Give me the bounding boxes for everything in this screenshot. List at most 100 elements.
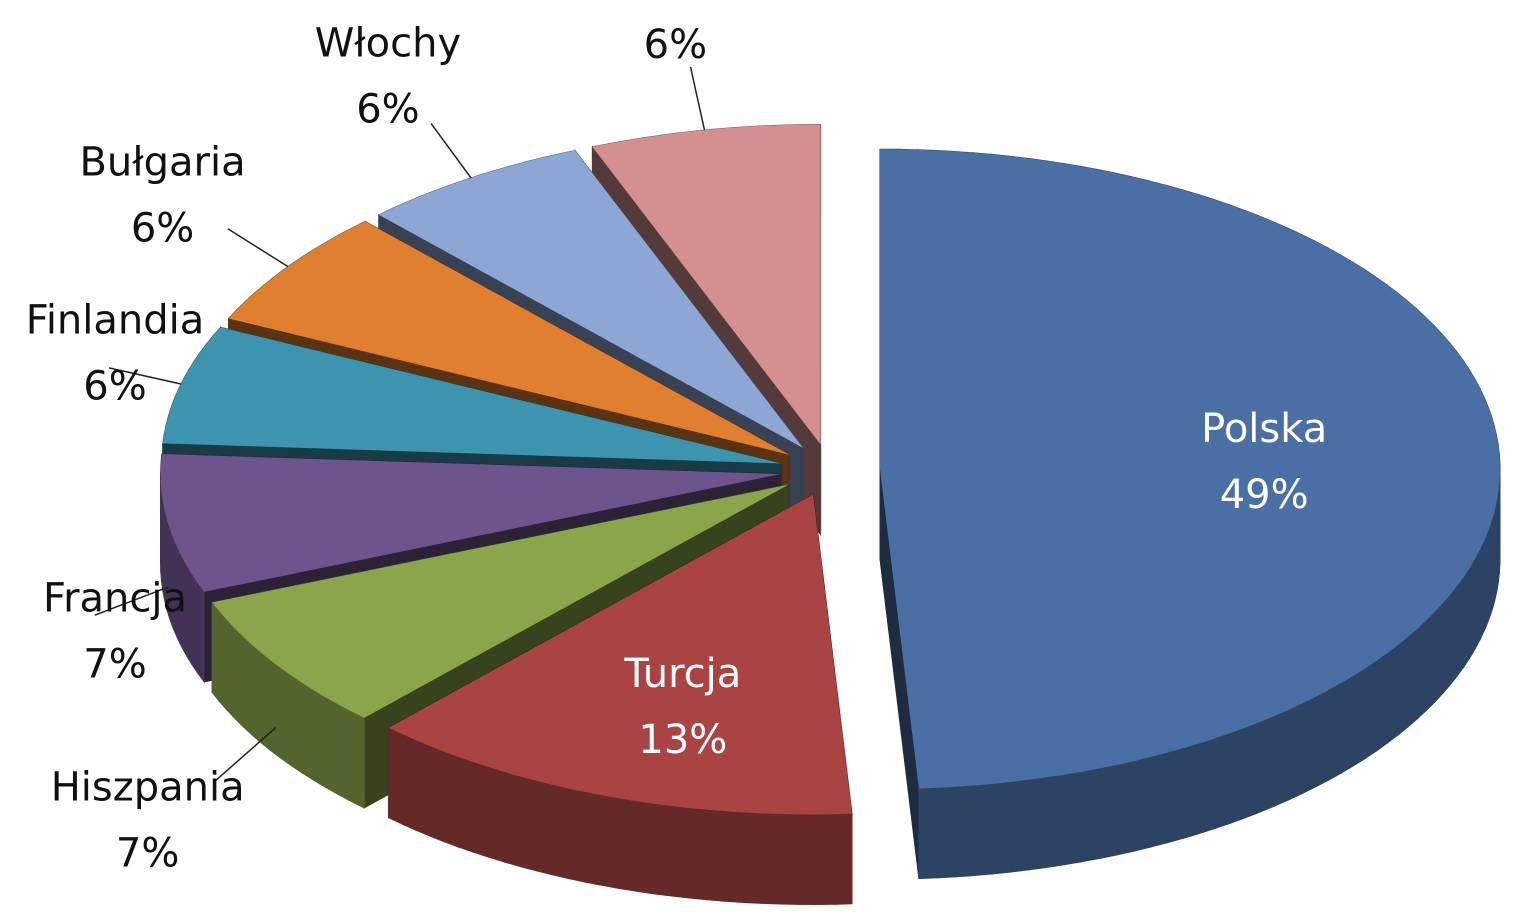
data-label-name: Turcja <box>623 651 741 697</box>
slice-side <box>388 726 403 825</box>
slice-side <box>302 682 315 782</box>
slice-side <box>1407 627 1418 728</box>
slice-side <box>761 812 781 905</box>
slice-side <box>1182 742 1200 839</box>
leader-line <box>689 66 706 131</box>
slice-side <box>779 813 799 905</box>
slice-side <box>443 750 460 848</box>
slice-side <box>270 659 282 760</box>
slice-side <box>1341 674 1355 774</box>
slice-side <box>242 635 253 736</box>
slice-side <box>815 813 835 906</box>
slice-side <box>1353 667 1367 767</box>
slice-side <box>458 756 475 854</box>
slice-side <box>1214 732 1231 830</box>
slice-side <box>473 761 490 858</box>
slice-top <box>388 494 852 815</box>
slice-side <box>291 674 304 775</box>
slice-side <box>1274 708 1290 807</box>
slice-side <box>955 784 975 878</box>
slice-top <box>162 327 782 464</box>
slice-side <box>797 813 817 906</box>
slice-top <box>212 484 789 718</box>
data-label-name: Francja <box>43 576 187 622</box>
slice-side <box>585 791 604 887</box>
slice-side <box>1387 643 1399 744</box>
slice-side <box>191 572 199 675</box>
slice-side <box>1149 752 1168 848</box>
data-label-value: 6% <box>131 206 194 252</box>
data-label-name: Hiszpania <box>51 764 245 810</box>
slice-side <box>552 784 570 880</box>
slice-side <box>1198 737 1216 835</box>
leader-line <box>94 586 169 616</box>
slice-side <box>338 703 352 803</box>
slice-side <box>325 696 339 796</box>
slice-side <box>1365 659 1378 760</box>
slice-side <box>429 745 445 843</box>
slice-side <box>280 667 293 767</box>
slice-side <box>504 771 521 868</box>
slice-top <box>160 454 781 592</box>
slice-side <box>1288 702 1304 801</box>
data-label-value: 6% <box>356 86 419 132</box>
data-label-name: Polska <box>1201 406 1327 452</box>
slice-side <box>689 807 709 901</box>
data-label-value: 7% <box>83 642 146 688</box>
slice-side <box>743 811 763 904</box>
slice-side <box>1484 530 1489 630</box>
leader-line <box>227 228 289 268</box>
slice-side <box>218 609 228 711</box>
data-label-value: 49% <box>1220 472 1309 518</box>
slice-side <box>1230 726 1247 824</box>
slice-side <box>1426 610 1436 712</box>
slice-side <box>1479 539 1486 640</box>
slice-top <box>228 221 790 455</box>
slice <box>879 148 1501 880</box>
slice-side <box>568 788 587 883</box>
slice-side <box>1098 764 1118 860</box>
slice-side <box>654 803 673 897</box>
slice-side <box>197 581 205 684</box>
slice-side <box>671 805 691 899</box>
slice-side <box>1474 548 1481 649</box>
data-label-name: Finlandia <box>26 297 205 343</box>
slice-side <box>251 643 262 744</box>
slice-side <box>1010 779 1030 873</box>
slice-side <box>1046 774 1065 868</box>
slice-side <box>936 786 957 879</box>
slice-side <box>536 780 554 876</box>
slice-side <box>1463 565 1471 669</box>
slice-side <box>211 600 220 703</box>
slice-side <box>833 813 853 905</box>
slice-side <box>619 798 638 892</box>
slice-side <box>973 783 993 877</box>
slice-side <box>488 766 506 863</box>
slice-side <box>636 800 656 895</box>
slice-top <box>880 149 1500 789</box>
slice-side <box>1328 681 1343 781</box>
slice-top <box>378 150 804 448</box>
slice-side <box>1133 756 1151 852</box>
data-label-value: 6% <box>83 363 146 409</box>
slice-side <box>1442 593 1451 695</box>
slice-side <box>1417 619 1427 720</box>
slice-side <box>1063 771 1083 866</box>
slice-side <box>707 809 727 902</box>
slice-side <box>1245 721 1261 819</box>
slice-side <box>520 775 538 872</box>
leader-line <box>430 123 472 179</box>
slice-side <box>185 563 193 666</box>
slice-side <box>226 618 235 720</box>
slice-side <box>1116 760 1135 856</box>
data-label-name: Włochy <box>315 20 461 66</box>
slice-side <box>1081 767 1100 863</box>
slice-side <box>991 781 1012 875</box>
slice-side <box>350 710 365 809</box>
data-label-name: Bułgaria <box>79 140 245 186</box>
slice <box>388 493 853 906</box>
leader-line <box>108 367 182 385</box>
leader-line <box>213 726 277 783</box>
slice-side <box>1376 651 1389 752</box>
